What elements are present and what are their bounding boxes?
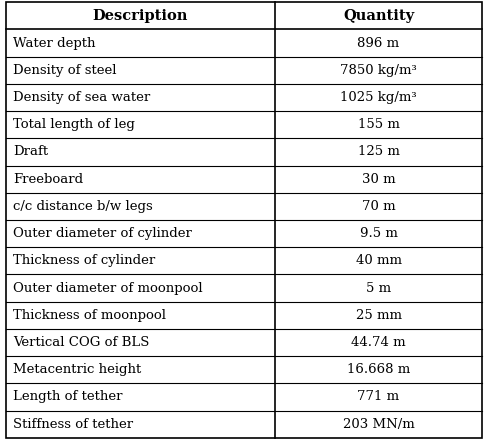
Text: 9.5 m: 9.5 m [360, 227, 398, 240]
Text: Outer diameter of cylinder: Outer diameter of cylinder [13, 227, 192, 240]
Text: 771 m: 771 m [358, 390, 400, 403]
Text: Freeboard: Freeboard [13, 172, 83, 186]
Text: Quantity: Quantity [343, 9, 414, 23]
Text: 44.74 m: 44.74 m [351, 336, 406, 349]
Text: Outer diameter of moonpool: Outer diameter of moonpool [13, 282, 203, 294]
Text: Length of tether: Length of tether [13, 390, 122, 403]
Text: Vertical COG of BLS: Vertical COG of BLS [13, 336, 149, 349]
Text: 16.668 m: 16.668 m [347, 363, 410, 376]
Text: 896 m: 896 m [358, 37, 400, 50]
Text: Thickness of moonpool: Thickness of moonpool [13, 309, 166, 322]
Text: Water depth: Water depth [13, 37, 96, 50]
Text: Metacentric height: Metacentric height [13, 363, 142, 376]
Text: Draft: Draft [13, 146, 48, 158]
Text: Total length of leg: Total length of leg [13, 118, 135, 131]
Text: 25 mm: 25 mm [356, 309, 402, 322]
Text: c/c distance b/w legs: c/c distance b/w legs [13, 200, 153, 213]
Text: Density of steel: Density of steel [13, 64, 117, 77]
Text: 125 m: 125 m [358, 146, 400, 158]
Text: 40 mm: 40 mm [356, 254, 402, 268]
Text: Thickness of cylinder: Thickness of cylinder [13, 254, 155, 268]
Text: 70 m: 70 m [362, 200, 395, 213]
Text: 5 m: 5 m [366, 282, 391, 294]
Text: 7850 kg/m³: 7850 kg/m³ [340, 64, 417, 77]
Text: 30 m: 30 m [362, 172, 395, 186]
Text: Description: Description [93, 9, 188, 23]
Text: Density of sea water: Density of sea water [13, 91, 150, 104]
Text: Stiffness of tether: Stiffness of tether [13, 418, 133, 431]
Text: 1025 kg/m³: 1025 kg/m³ [340, 91, 417, 104]
Text: 155 m: 155 m [358, 118, 400, 131]
Text: 203 MN/m: 203 MN/m [343, 418, 414, 431]
